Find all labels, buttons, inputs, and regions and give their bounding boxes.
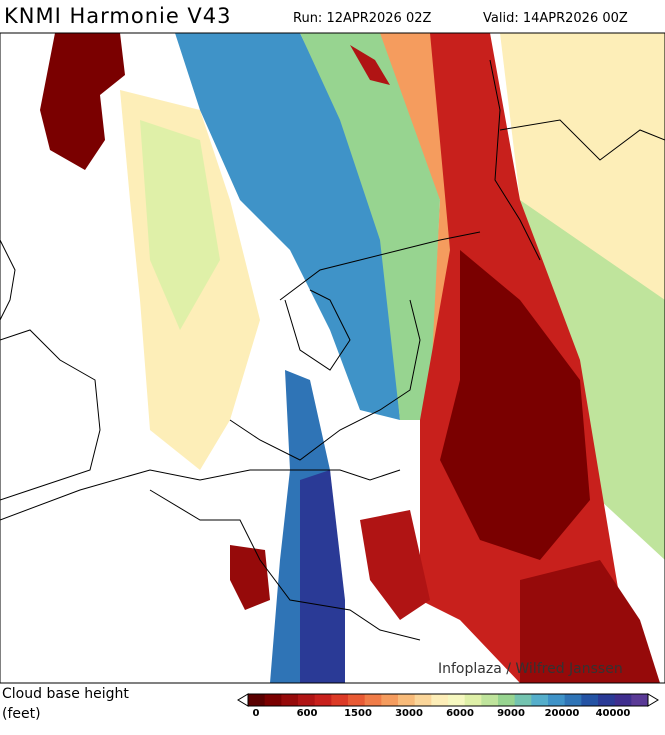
- cloud-field: [40, 33, 665, 683]
- colorbar-tick-label: 0: [253, 708, 260, 719]
- colorbar-tick-label: 1500: [344, 708, 372, 719]
- title: KNMI Harmonie V43: [4, 4, 232, 28]
- colorbar-frame: [247, 693, 649, 707]
- colorbar-low-end: [237, 693, 249, 707]
- colorbar-swatch: [498, 694, 516, 706]
- colorbar: 0 600 1500 3000 6000 9000 20000 40000: [237, 693, 659, 719]
- colorbar-swatch: [381, 694, 399, 706]
- colorbar-tick-label: 600: [297, 708, 318, 719]
- credit: Infoplaza / Wilfred Janssen: [438, 661, 623, 677]
- colorbar-swatch: [348, 694, 366, 706]
- colorbar-swatch: [598, 694, 616, 706]
- colorbar-swatch: [314, 694, 332, 706]
- colorbar-swatch: [564, 694, 582, 706]
- colorbar-swatch: [364, 694, 382, 706]
- colorbar-swatch: [264, 694, 282, 706]
- colorbar-swatch: [298, 694, 316, 706]
- colorbar-high-end: [647, 693, 659, 707]
- colorbar-swatch: [448, 694, 466, 706]
- colorbar-swatch: [631, 694, 649, 706]
- colorbar-swatch: [431, 694, 449, 706]
- colorbar-tick-label: 40000: [596, 708, 631, 719]
- colorbar-tick-label: 20000: [545, 708, 580, 719]
- colorbar-swatch: [531, 694, 549, 706]
- colorbar-swatch: [614, 694, 632, 706]
- colorbar-swatch: [481, 694, 499, 706]
- colorbar-tick-label: 3000: [395, 708, 423, 719]
- colorbar-tick-label: 6000: [446, 708, 474, 719]
- colorbar-swatch: [281, 694, 299, 706]
- map-frame: [0, 32, 665, 684]
- legend-title: Cloud base height: [2, 686, 129, 702]
- colorbar-swatch: [514, 694, 532, 706]
- run-time: Run: 12APR2026 02Z: [293, 11, 432, 26]
- colorbar-tick-label: 9000: [497, 708, 525, 719]
- valid-time: Valid: 14APR2026 00Z: [483, 11, 628, 26]
- colorbar-swatch: [581, 694, 599, 706]
- colorbar-swatch: [464, 694, 482, 706]
- legend-unit: (feet): [2, 706, 41, 722]
- colorbar-swatch: [548, 694, 566, 706]
- colorbar-swatch: [331, 694, 349, 706]
- coastlines: [0, 59, 665, 641]
- colorbar-swatch: [398, 694, 416, 706]
- colorbar-swatch: [414, 694, 432, 706]
- colorbar-swatch: [248, 694, 266, 706]
